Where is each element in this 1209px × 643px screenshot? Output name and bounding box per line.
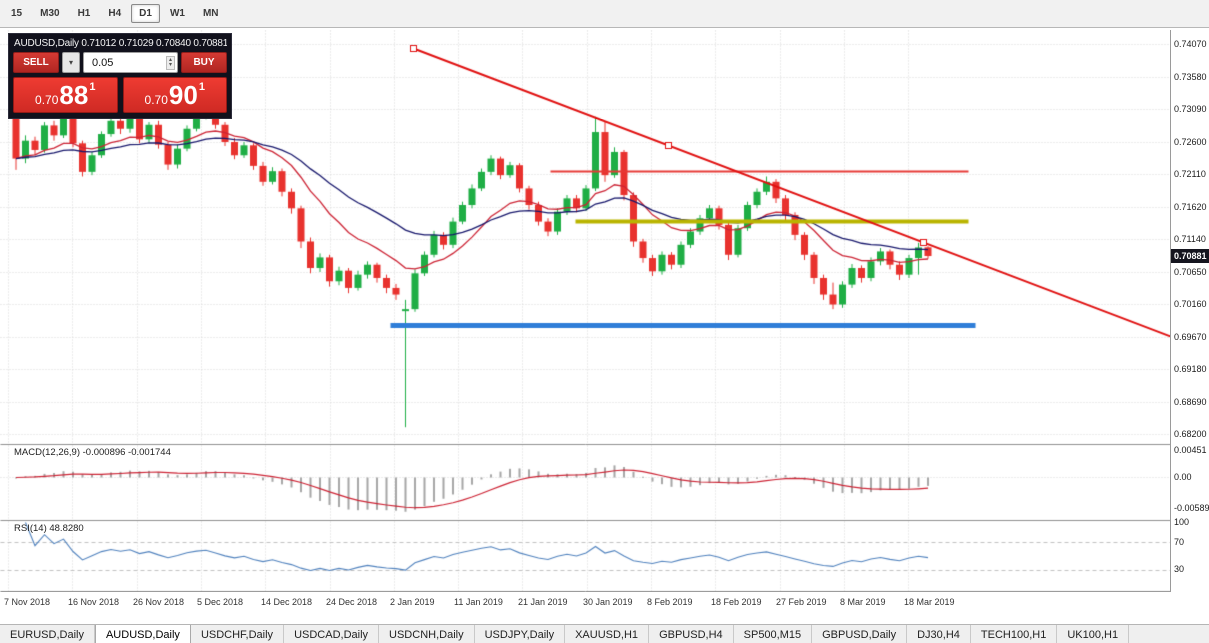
date-axis-label: 24 Dec 2018 (326, 597, 378, 607)
chart-tab-gbpusd-h4[interactable]: GBPUSD,H4 (649, 625, 734, 643)
date-axis-label: 7 Nov 2018 (4, 597, 51, 607)
timeframe-button-h4[interactable]: H4 (108, 8, 122, 19)
timeframe-button-mn[interactable]: MN (202, 8, 219, 19)
date-axis-label: 16 Nov 2018 (68, 597, 120, 607)
lot-size-input[interactable]: 0.05 ▴ ▾ (83, 52, 178, 73)
chart-tab-gbpusd-daily[interactable]: GBPUSD,Daily (812, 625, 908, 643)
date-axis-label: 5 Dec 2018 (197, 597, 244, 607)
macd-indicator-label: MACD(12,26,9) -0.000896 -0.001744 (14, 447, 171, 458)
chart-tab-bar: EURUSD,Daily AUDUSD,Daily USDCHF,Daily USDC… (0, 624, 1209, 643)
chart-tab-uk100-h1[interactable]: UK100,H1 (1057, 625, 1130, 643)
sell-price-pip: 1 (89, 81, 96, 93)
chart-tab-usdchf-daily[interactable]: USDCHF,Daily (191, 625, 285, 643)
buy-button[interactable]: BUY (181, 52, 227, 73)
chart-tab-usdcnh-daily[interactable]: USDCNH,Daily (379, 625, 475, 643)
chart-tab-sp500-m15[interactable]: SP500,M15 (734, 625, 813, 643)
date-axis-label: 30 Jan 2019 (583, 597, 633, 607)
price-axis-label: 0.73090 (1174, 104, 1207, 114)
buy-price-display[interactable]: 0.70 90 1 (122, 77, 227, 113)
date-axis-label: 11 Jan 2019 (454, 597, 503, 607)
chart-tab-eurusd-daily[interactable]: EURUSD,Daily (0, 625, 95, 643)
price-chart-canvas[interactable] (0, 30, 1170, 592)
buy-price-pip: 1 (198, 81, 205, 93)
price-axis-label: 0.72110 (1174, 169, 1206, 179)
timeframe-button-15[interactable]: 15 (11, 8, 23, 19)
indicator-axis-label: -0.00589 (1174, 503, 1209, 513)
timeframe-button-m30[interactable]: M30 (40, 8, 60, 19)
chevron-down-icon: ▾ (68, 58, 73, 67)
chart-tab-tech100-h1[interactable]: TECH100,H1 (971, 625, 1058, 643)
date-axis-label: 26 Nov 2018 (133, 597, 185, 607)
indicator-axis-label: 0.00451 (1174, 445, 1207, 455)
date-axis-label: 8 Feb 2019 (647, 597, 693, 607)
price-axis-label: 0.69670 (1174, 331, 1207, 342)
chart-tab-usdjpy-daily[interactable]: USDJPY,Daily (475, 625, 566, 643)
price-axis-label: 0.69180 (1174, 364, 1207, 374)
rsi-indicator-label: RSI(14) 48.8280 (14, 523, 84, 534)
date-axis-label: 8 Mar 2019 (840, 597, 886, 607)
chart-tab-xauusd-h1[interactable]: XAUUSD,H1 (565, 625, 650, 643)
price-axis-label: 0.74070 (1174, 39, 1207, 49)
date-axis-label: 14 Dec 2018 (261, 597, 313, 607)
price-axis-label: 0.70160 (1174, 299, 1207, 309)
lot-size-value: 0.05 (92, 56, 114, 69)
indicator-axis-label: 0.00 (1174, 472, 1192, 482)
buy-price-prefix: 0.70 (144, 93, 168, 107)
one-click-trading-panel: AUDUSD,Daily 0.71012 0.71029 0.70840 0.7… (8, 33, 232, 119)
indicator-axis-label: 30 (1174, 564, 1185, 574)
date-axis-label: 2 Jan 2019 (390, 597, 435, 607)
timeframe-button-h1[interactable]: H1 (77, 8, 91, 19)
buy-price-big: 90 (168, 80, 198, 110)
chart-tab-usdcad-daily[interactable]: USDCAD,Daily (284, 625, 380, 643)
chart-tab-dj30-h4[interactable]: DJ30,H4 (907, 625, 971, 643)
date-axis[interactable]: 7 Nov 2018 16 Nov 2018 26 Nov 2018 5 Dec 20… (0, 592, 1170, 614)
date-axis-label: 21 Jan 2019 (518, 597, 568, 607)
indicator-axis-label: 100 (1174, 517, 1190, 527)
lot-dropdown-button[interactable]: ▾ (62, 52, 80, 73)
sell-button[interactable]: SELL (13, 52, 59, 73)
price-axis-label: 0.72600 (1174, 136, 1207, 147)
timeframe-button-w1[interactable]: W1 (169, 8, 185, 19)
chart-tab-audusd-daily[interactable]: AUDUSD,Daily (94, 625, 191, 643)
date-axis-label: 18 Feb 2019 (711, 597, 762, 607)
lot-stepper[interactable]: ▴ ▾ (165, 55, 175, 70)
price-axis-label: 0.73580 (1174, 71, 1207, 82)
price-axis-label: 0.70650 (1174, 266, 1207, 277)
sell-price-big: 88 (59, 80, 89, 110)
date-axis-label: 27 Feb 2019 (776, 597, 827, 607)
current-price-tag: 0.70881 (1171, 249, 1209, 263)
date-axis-label: 18 Mar 2019 (904, 597, 955, 607)
timeframe-toolbar: 15 M30 H1 H4 D1 W1 MN (0, 0, 1209, 28)
chart-symbol-ohlc: AUDUSD,Daily 0.71012 0.71029 0.70840 0.7… (14, 38, 227, 49)
price-axis-label: 0.71620 (1174, 201, 1207, 212)
spinner-down-icon[interactable]: ▾ (168, 61, 172, 68)
price-axis-label: 0.68200 (1174, 429, 1207, 439)
sell-price-display[interactable]: 0.70 88 1 (13, 77, 118, 113)
timeframe-button-d1[interactable]: D1 (131, 4, 160, 23)
spinner-up-icon[interactable]: ▴ (168, 56, 172, 63)
sell-price-prefix: 0.70 (35, 93, 59, 107)
price-axis-label: 0.71140 (1174, 234, 1206, 244)
price-axis-label: 0.68690 (1174, 396, 1207, 407)
price-axis[interactable]: 0.70881 0.74070 0.73580 0.73090 0.72600 0.72… (1170, 30, 1209, 592)
indicator-axis-label: 70 (1174, 537, 1185, 547)
